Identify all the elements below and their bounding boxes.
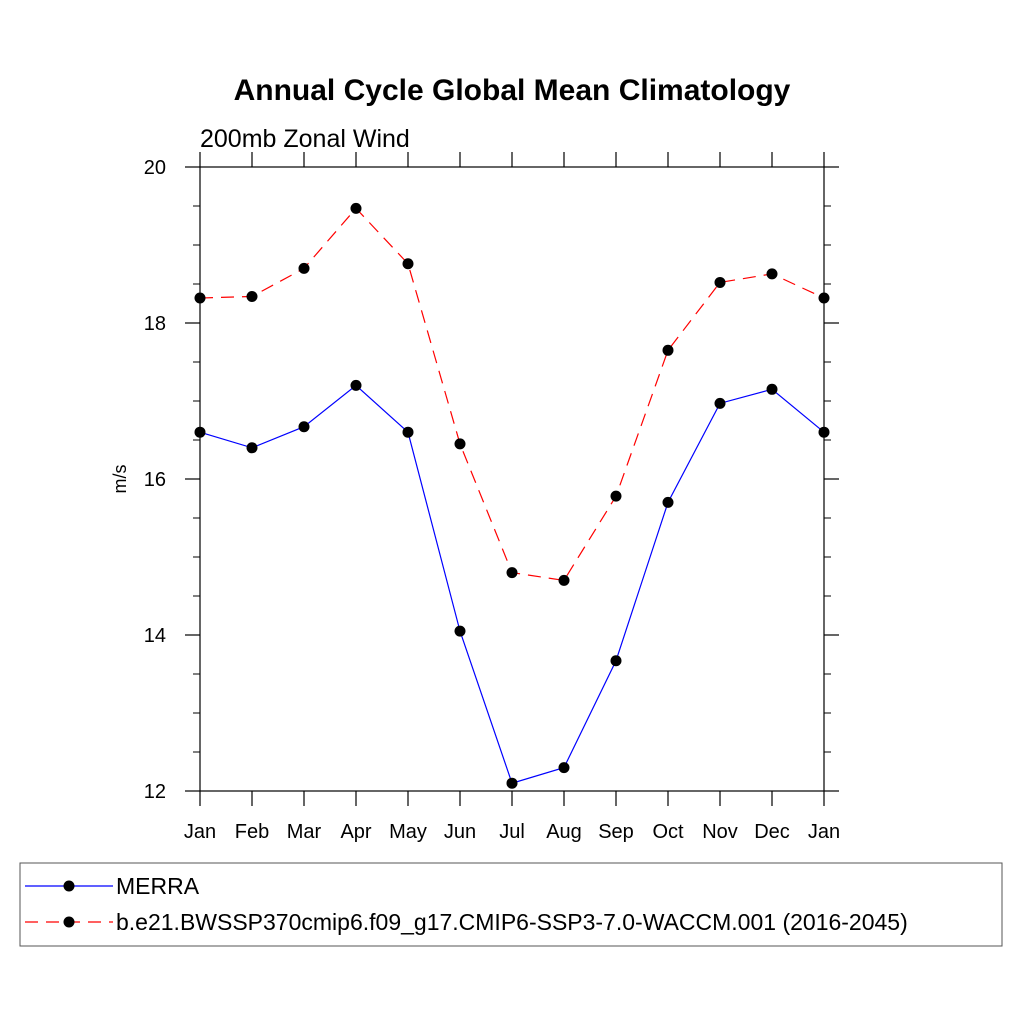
- chart-title: Annual Cycle Global Mean Climatology: [234, 74, 791, 107]
- legend-marker: [63, 916, 75, 928]
- data-point: [662, 496, 674, 508]
- y-tick-label: 16: [144, 469, 166, 491]
- data-point: [818, 292, 830, 304]
- data-point: [454, 438, 466, 450]
- data-point: [558, 762, 570, 774]
- series-1: [194, 379, 830, 789]
- data-point: [246, 442, 258, 454]
- x-tick-label: Apr: [340, 821, 371, 843]
- data-point: [298, 262, 310, 274]
- data-point: [662, 344, 674, 356]
- y-tick-label: 14: [144, 625, 166, 647]
- data-point: [610, 655, 622, 667]
- data-point: [298, 421, 310, 433]
- data-point: [402, 258, 414, 270]
- ticks-layer: [185, 152, 839, 806]
- data-point: [402, 426, 414, 438]
- series-2: [194, 202, 830, 586]
- data-point: [610, 490, 622, 502]
- x-tick-label: Sep: [598, 821, 634, 843]
- legend: MERRA b.e21.BWSSP370cmip6.f09_g17.CMIP6-S…: [19, 862, 1003, 947]
- data-point: [194, 426, 206, 438]
- data-point: [506, 777, 518, 789]
- x-tick-label: Mar: [287, 821, 322, 843]
- y-tick-label: 20: [144, 157, 166, 179]
- y-axis-label: m/s: [110, 465, 130, 494]
- series-layer: [194, 202, 830, 789]
- chart-subtitle: 200mb Zonal Wind: [200, 125, 410, 153]
- data-point: [558, 574, 570, 586]
- data-point: [350, 202, 362, 214]
- x-tick-label: Jul: [499, 821, 525, 843]
- y-tick-label: 12: [144, 781, 166, 803]
- data-point: [714, 276, 726, 288]
- legend-marker: [63, 880, 75, 892]
- plot-frame: [199, 166, 825, 792]
- x-tick-label: Jan: [808, 821, 840, 843]
- series-line: [199, 384, 825, 784]
- y-tick-label: 18: [144, 313, 166, 335]
- x-tick-label: May: [389, 821, 427, 843]
- legend-label: b.e21.BWSSP370cmip6.f09_g17.CMIP6-SSP3-7…: [116, 909, 908, 935]
- data-point: [818, 426, 830, 438]
- legend-items: MERRA b.e21.BWSSP370cmip6.f09_g17.CMIP6-S…: [25, 873, 908, 935]
- data-point: [506, 567, 518, 579]
- x-tick-label: Nov: [702, 821, 738, 843]
- data-point: [766, 383, 778, 395]
- data-point: [454, 625, 466, 637]
- data-point: [350, 379, 362, 391]
- data-point: [714, 397, 726, 409]
- data-point: [246, 290, 258, 302]
- data-point: [766, 268, 778, 280]
- tick-labels-layer: Jan Feb Mar Apr May Jun Jul Aug Sep Oct Nov Dec Jan 1…: [144, 157, 840, 843]
- data-point: [194, 292, 206, 304]
- legend-frame: [19, 862, 1003, 947]
- x-tick-label: Oct: [652, 821, 684, 843]
- x-tick-label: Feb: [235, 821, 269, 843]
- series-line: [199, 207, 825, 582]
- x-tick-label: Aug: [546, 821, 582, 843]
- legend-label: MERRA: [116, 873, 200, 899]
- x-tick-label: Jun: [444, 821, 476, 843]
- x-tick-label: Jan: [184, 821, 216, 843]
- x-tick-label: Dec: [754, 821, 790, 843]
